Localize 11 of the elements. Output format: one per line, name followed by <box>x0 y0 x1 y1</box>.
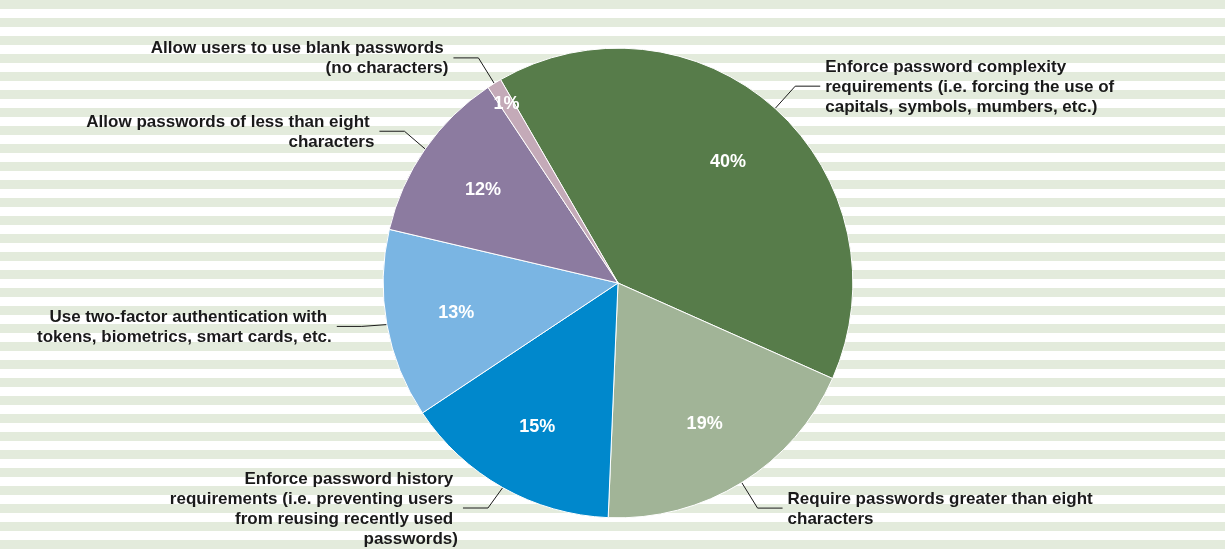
data-label: 15% <box>519 416 556 437</box>
slice-label: Enforce password complexity requirements (i.e. forcing the use of capitals, symbols, mumbers, etc.) <box>825 56 1120 116</box>
slice-label: Enforce password history requirements (i.e. preventing users from reusing recently used passwords) <box>169 468 458 548</box>
data-label: 12% <box>464 179 502 200</box>
slice-label: Allow users to use blank passwords (no characters) <box>150 38 449 78</box>
slice-label: Allow passwords of less than eight characters <box>86 111 375 151</box>
data-label: 13% <box>438 302 475 323</box>
slice-label: Require passwords greater than eight characters <box>787 488 1098 528</box>
data-label: 40% <box>709 150 747 171</box>
data-label: 19% <box>686 412 723 433</box>
slice-label: Use two-factor authentication with tokens, biometrics, smart cards, etc. <box>37 306 332 346</box>
